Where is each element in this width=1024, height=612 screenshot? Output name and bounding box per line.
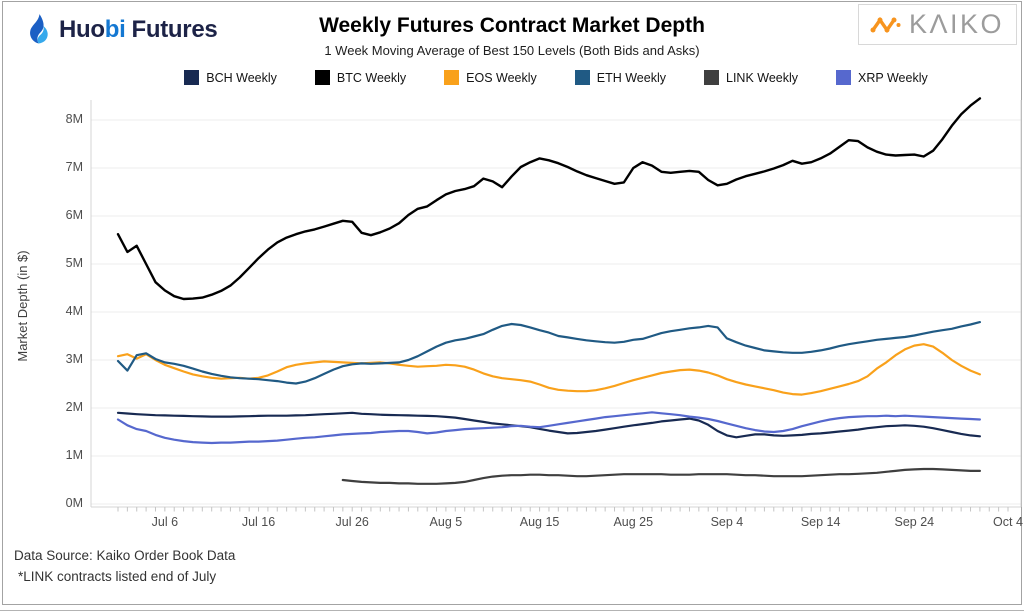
brand-futures: Futures: [131, 15, 218, 43]
legend-swatch: [704, 70, 719, 85]
kaiko-icon: [870, 16, 901, 33]
y-tick-label-3M: 3M: [65, 352, 83, 366]
x-tick-label-jul-26: Jul 26: [335, 515, 369, 529]
legend-label: EOS Weekly: [466, 70, 537, 85]
x-tick-label-aug-15: Aug 15: [519, 515, 560, 529]
link-listing-note: *LINK contracts listed end of July: [18, 569, 217, 585]
x-tick-label-aug-25: Aug 25: [613, 515, 654, 529]
legend-label: XRP Weekly: [858, 70, 928, 85]
y-tick-label-5M: 5M: [65, 256, 83, 270]
series-line-link-weekly: [341, 467, 982, 485]
series-line-btc-weekly: [116, 97, 982, 301]
huobi-wordmark: Huobi Futures: [59, 15, 218, 44]
x-tick-label-sep-4: Sep 4: [710, 515, 744, 529]
y-tick-label-6M: 6M: [65, 208, 83, 222]
legend-item-btc-weekly[interactable]: BTC Weekly: [314, 70, 407, 85]
brand-huo: Huo: [59, 15, 105, 43]
plot-svg: [90, 97, 1022, 512]
y-tick-label-2M: 2M: [65, 400, 83, 414]
y-tick-label-0M: 0M: [65, 496, 83, 510]
series-line-eth-weekly: [116, 321, 982, 385]
huobi-flame-icon: [30, 14, 48, 44]
legend-item-eos-weekly[interactable]: EOS Weekly: [444, 70, 537, 85]
y-tick-label-8M: 8M: [65, 112, 83, 126]
page-bottom-edge: [0, 610, 1024, 611]
legend: BCH Weekly BTC Weekly EOS Weekly ETH Weekly…: [91, 70, 1021, 85]
legend-item-link-weekly[interactable]: LINK Weekly: [704, 70, 798, 85]
y-tick-label-1M: 1M: [65, 448, 83, 462]
huobi-futures-logo: Huobi Futures: [27, 14, 218, 45]
series-line-eos-weekly: [116, 343, 982, 396]
legend-item-bch-weekly[interactable]: BCH Weekly: [184, 70, 277, 85]
legend-label: ETH Weekly: [596, 70, 666, 85]
brand-bi: bi: [104, 15, 126, 43]
legend-item-xrp-weekly[interactable]: XRP Weekly: [836, 70, 928, 85]
legend-label: LINK Weekly: [726, 70, 799, 85]
y-tick-label-7M: 7M: [65, 160, 83, 174]
legend-swatch: [314, 70, 330, 85]
y-axis-title: Market Depth (in $): [15, 250, 30, 362]
y-tick-label-4M: 4M: [65, 304, 83, 318]
legend-item-eth-weekly[interactable]: ETH Weekly: [574, 70, 666, 85]
x-tick-label-jul-16: Jul 16: [241, 515, 276, 529]
series-line-bch-weekly: [116, 411, 982, 439]
legend-swatch: [836, 70, 852, 85]
legend-swatch: [444, 70, 460, 85]
kaiko-wordmark: KΛIKO: [908, 9, 1004, 39]
series-line-xrp-weekly: [116, 411, 982, 445]
x-tick-label-sep-24: Sep 24: [894, 515, 935, 529]
legend-label: BTC Weekly: [336, 70, 407, 85]
x-tick-label-sep-14: Sep 14: [800, 515, 841, 529]
legend-swatch: [574, 70, 590, 85]
x-tick-label-oct-4: Oct 4: [993, 515, 1023, 529]
data-source-note: Data Source: Kaiko Order Book Data: [14, 547, 236, 563]
chart-area: Market Depth (in $) 0M 1M 2M 3M 4M 5M 6M 7M 8M J…: [3, 2, 1023, 604]
x-tick-label-aug-5: Aug 5: [429, 515, 463, 529]
footer-notes: Data Source: Kaiko Order Book Data *LINK…: [14, 545, 235, 588]
legend-label: BCH Weekly: [206, 70, 277, 85]
x-tick-label-jul-6: Jul 6: [151, 515, 179, 529]
legend-swatch: [184, 70, 200, 85]
kaiko-logo: KΛIKO: [857, 4, 1017, 45]
